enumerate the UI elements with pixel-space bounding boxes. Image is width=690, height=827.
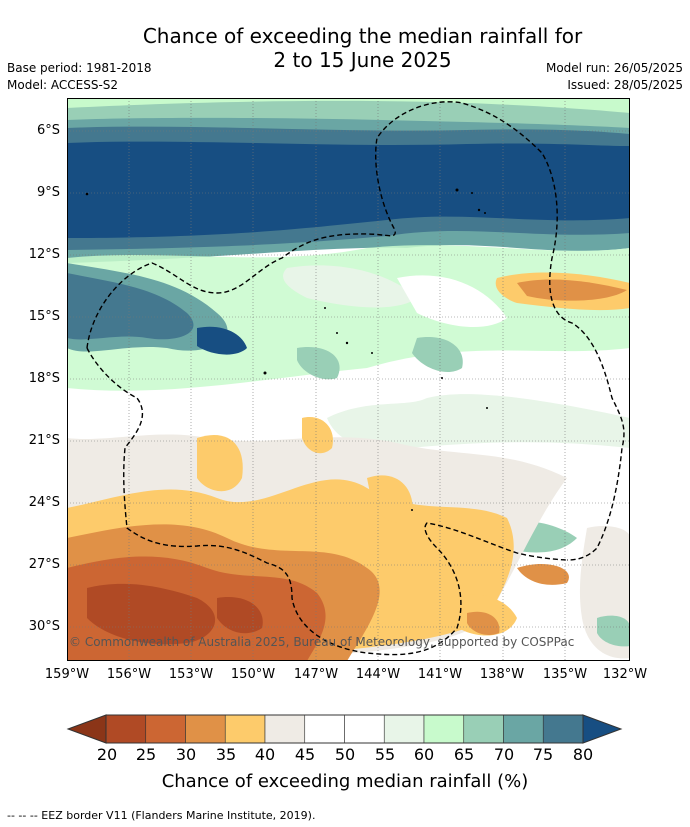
colorbar-swatch-70-75 — [503, 714, 544, 744]
lon-label-144w: 144°W — [355, 667, 401, 682]
lat-label-27s: 27°S — [28, 557, 60, 572]
colorbar-tick-25: 25 — [135, 745, 157, 764]
lon-label-159w: 159°W — [44, 667, 90, 682]
colorbar-swatch-75-80 — [542, 714, 584, 744]
colorbar-tick-30: 30 — [175, 745, 197, 764]
colorbar-swatch-35-40 — [224, 714, 266, 744]
colorbar-tick-70: 70 — [493, 745, 515, 764]
issued-text: Issued: 28/05/2025 — [567, 78, 683, 92]
base-period-text: Base period: 1981-2018 — [7, 61, 152, 75]
lon-label-153w: 153°W — [168, 667, 214, 682]
colorbar-swatch-50-55 — [344, 714, 385, 744]
lon-label-132w: 132°W — [602, 667, 648, 682]
chart-title-line2: 2 to 15 June 2025 — [273, 48, 452, 72]
model-text: Model: ACCESS-S2 — [7, 78, 119, 92]
lat-label-30s: 30°S — [28, 619, 60, 634]
colorbar-tick-20: 20 — [96, 745, 118, 764]
colorbar — [66, 714, 623, 744]
lon-label-141w: 141°W — [417, 667, 463, 682]
colorbar-tick-80: 80 — [572, 745, 594, 764]
colorbar-arrow-above — [582, 714, 623, 744]
lat-label-21s: 21°S — [28, 433, 60, 448]
colorbar-tick-75: 75 — [532, 745, 554, 764]
lat-label-9s: 9°S — [36, 185, 60, 200]
lat-label-12s: 12°S — [28, 247, 60, 262]
colorbar-swatch-65-70 — [463, 714, 504, 744]
lat-label-24s: 24°S — [28, 495, 60, 510]
colorbar-swatch-25-30 — [145, 714, 186, 744]
lon-label-135w: 135°W — [542, 667, 588, 682]
colorbar-tick-55: 55 — [374, 745, 396, 764]
colorbar-swatch-40-45 — [264, 714, 306, 744]
colorbar-swatch-45-50 — [304, 714, 345, 744]
colorbar-tick-50: 50 — [334, 745, 356, 764]
copyright-text: © Commonwealth of Australia 2025, Bureau… — [69, 635, 575, 649]
chart-title-line1: Chance of exceeding the median rainfall … — [142, 24, 583, 48]
colorbar-swatch-20-25 — [105, 714, 147, 744]
colorbar-tick-40: 40 — [254, 745, 276, 764]
colorbar-swatch-60-65 — [423, 714, 465, 744]
colorbar-tick-60: 60 — [413, 745, 435, 764]
colorbar-tick-45: 45 — [294, 745, 316, 764]
colorbar-tick-35: 35 — [215, 745, 237, 764]
eez-footnote: -- -- -- EEZ border V11 (Flanders Marine… — [7, 809, 316, 822]
lat-label-6s: 6°S — [36, 123, 60, 138]
colorbar-swatch-55-60 — [383, 714, 425, 744]
lat-label-18s: 18°S — [28, 371, 60, 386]
lat-label-15s: 15°S — [28, 309, 60, 324]
colorbar-swatches — [66, 714, 623, 744]
rainfall-probability-map — [67, 98, 630, 661]
colorbar-label: Chance of exceeding median rainfall (%) — [161, 771, 529, 792]
colorbar-tick-65: 65 — [453, 745, 475, 764]
lon-label-147w: 147°W — [293, 667, 339, 682]
colorbar-arrow-below — [66, 714, 107, 744]
lon-label-150w: 150°W — [230, 667, 276, 682]
colorbar-swatch-30-35 — [185, 714, 226, 744]
model-run-text: Model run: 26/05/2025 — [545, 61, 683, 75]
lon-label-156w: 156°W — [106, 667, 152, 682]
lon-label-138w: 138°W — [479, 667, 525, 682]
